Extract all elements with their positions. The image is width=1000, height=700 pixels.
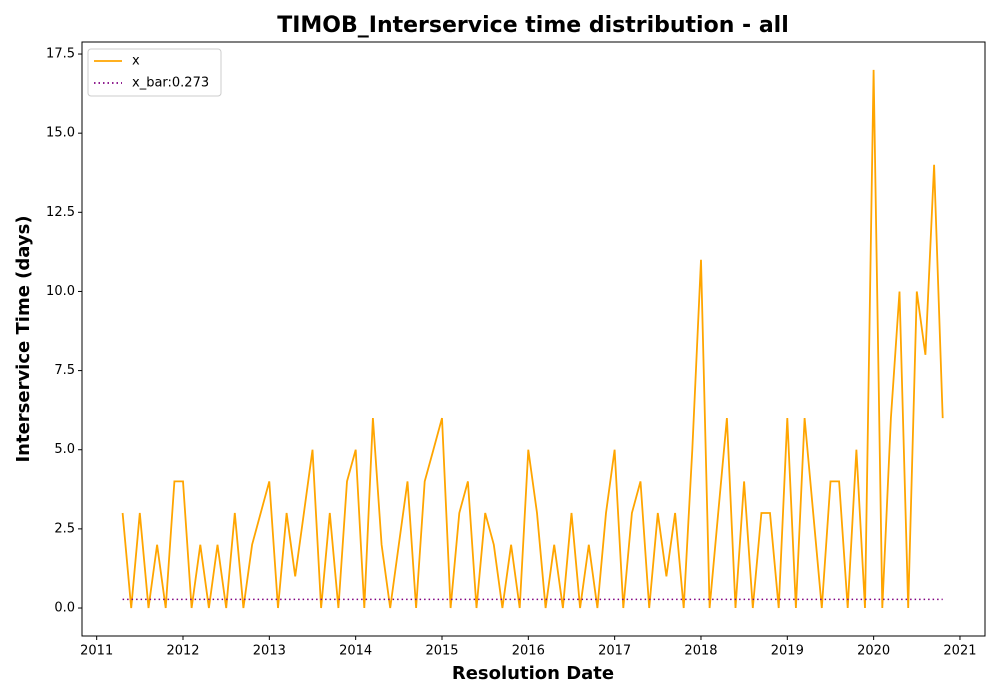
x-tick-label: 2021 — [943, 644, 976, 659]
y-tick-label: 15.0 — [46, 126, 75, 141]
y-tick-label: 10.0 — [46, 284, 75, 299]
plot-frame — [81, 41, 986, 637]
x-tick-label: 2020 — [857, 644, 890, 659]
x-axis-label: Resolution Date — [452, 663, 614, 684]
y-tick-label: 2.5 — [54, 521, 75, 536]
x-tick-label: 2016 — [512, 644, 545, 659]
y-tick-label: 5.0 — [54, 442, 75, 457]
x-tick-label: 2013 — [253, 644, 286, 659]
x-tick-label: 2017 — [598, 644, 631, 659]
x-tick-label: 2019 — [771, 644, 804, 659]
y-tick-label: 12.5 — [46, 205, 75, 220]
y-tick-label: 17.5 — [46, 47, 75, 62]
series-line — [121, 69, 944, 609]
x-tick-label: 2018 — [684, 644, 717, 659]
legend-label: x_bar:0.273 — [132, 76, 209, 91]
legend-label: x — [132, 54, 140, 69]
x-tick-label: 2015 — [425, 644, 458, 659]
chart-title: TIMOB_Interservice time distribution - a… — [277, 13, 789, 38]
x-tick-label: 2012 — [166, 644, 199, 659]
y-axis-label: Interservice Time (days) — [13, 215, 34, 462]
y-tick-label: 0.0 — [54, 601, 75, 616]
x-tick-label: 2011 — [80, 644, 113, 659]
y-tick-label: 7.5 — [54, 363, 75, 378]
x-tick-label: 2014 — [339, 644, 372, 659]
